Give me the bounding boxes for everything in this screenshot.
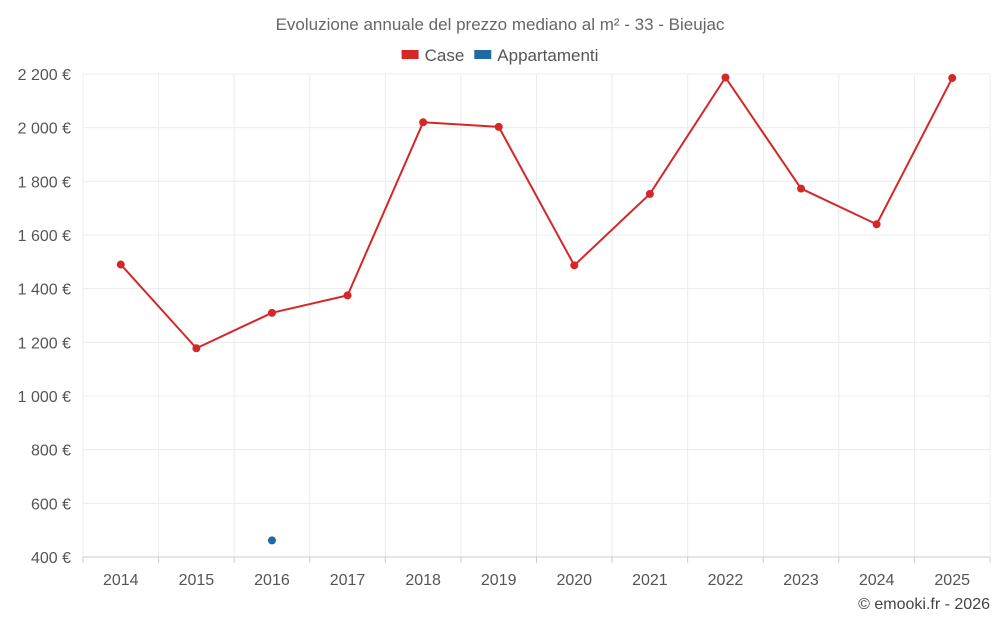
series-line xyxy=(120,76,954,350)
y-tick-label: 600 € xyxy=(31,496,71,513)
legend-label: Case xyxy=(425,46,465,65)
x-tick-label: 2021 xyxy=(632,572,668,589)
data-point[interactable] xyxy=(570,261,579,270)
y-tick-label: 1 400 € xyxy=(18,282,71,299)
legend-item-case[interactable]: Case xyxy=(401,46,465,65)
x-tick-label: 2020 xyxy=(556,572,592,589)
data-point[interactable] xyxy=(343,291,352,300)
y-tick-label: 1 600 € xyxy=(18,228,71,245)
series-case xyxy=(116,73,957,353)
data-point[interactable] xyxy=(192,344,201,353)
x-tick-label: 2019 xyxy=(481,572,517,589)
x-tick-label: 2015 xyxy=(179,572,215,589)
y-tick-label: 1 800 € xyxy=(18,174,71,191)
data-point[interactable] xyxy=(267,308,276,317)
data-point[interactable] xyxy=(948,74,957,83)
axes: 400 € 600 € 800 € 1 000 € 1 200 € 1 400 € 1 60… xyxy=(18,67,991,589)
y-tick-label: 400 € xyxy=(31,550,71,567)
credit-text: © emooki.fr - 2026 xyxy=(858,596,990,613)
data-point[interactable] xyxy=(872,220,881,229)
x-tick-label: 2025 xyxy=(934,572,970,589)
chart-title: Evoluzione annuale del prezzo mediano al… xyxy=(276,15,725,34)
data-point[interactable] xyxy=(267,536,276,545)
legend-item-appartamenti[interactable]: Appartamenti xyxy=(474,46,598,65)
data-point[interactable] xyxy=(494,122,503,131)
x-tick-label: 2022 xyxy=(708,572,744,589)
x-tick-label: 2024 xyxy=(859,572,895,589)
series-layer xyxy=(116,73,957,545)
data-point[interactable] xyxy=(645,189,654,198)
series-appartamenti xyxy=(267,536,276,545)
legend-swatch xyxy=(401,50,419,59)
x-tick-label: 2017 xyxy=(330,572,366,589)
y-tick-label: 1 000 € xyxy=(18,389,71,406)
y-tick-label: 2 200 € xyxy=(18,67,71,84)
data-point[interactable] xyxy=(116,260,125,269)
data-point[interactable] xyxy=(721,73,730,82)
data-point[interactable] xyxy=(419,118,428,127)
x-tick-label: 2014 xyxy=(103,572,139,589)
legend-swatch xyxy=(474,50,492,59)
legend: Case Appartamenti xyxy=(401,46,598,65)
x-tick-label: 2018 xyxy=(405,572,441,589)
y-tick-label: 1 200 € xyxy=(18,335,71,352)
legend-label: Appartamenti xyxy=(497,46,598,65)
x-tick-label: 2023 xyxy=(783,572,819,589)
x-tick-label: 2016 xyxy=(254,572,290,589)
y-tick-label: 2 000 € xyxy=(18,121,71,138)
y-tick-label: 800 € xyxy=(31,443,71,460)
grid-lines xyxy=(82,73,991,557)
data-point[interactable] xyxy=(797,184,806,193)
